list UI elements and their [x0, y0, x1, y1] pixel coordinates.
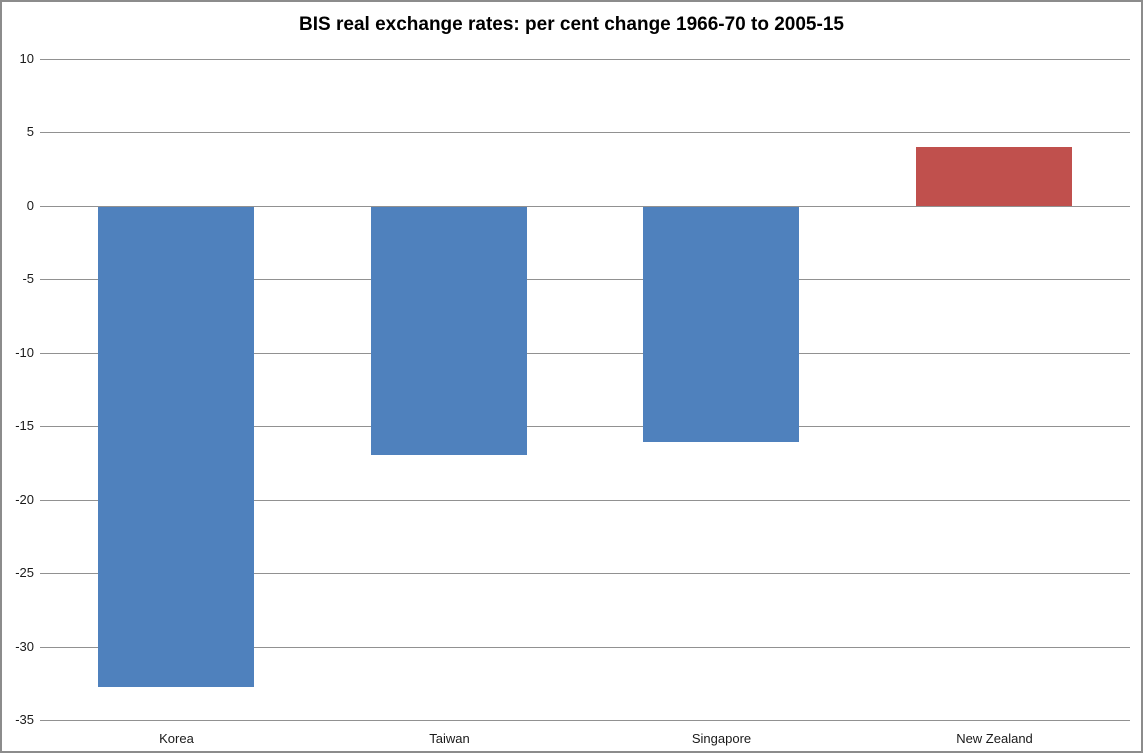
y-tick-label--5: -5 — [22, 271, 34, 286]
y-tick-label-5: 5 — [26, 124, 34, 139]
x-category-label-singapore: Singapore — [691, 731, 752, 746]
gridline--5 — [40, 279, 1130, 280]
gridline--30 — [40, 647, 1130, 648]
gridline--20 — [40, 500, 1130, 501]
y-tick-label--30: -30 — [15, 639, 34, 654]
bar-korea — [98, 207, 254, 687]
y-tick-label--15: -15 — [15, 418, 34, 433]
bar-new-zealand — [916, 147, 1072, 206]
bar-taiwan — [371, 207, 527, 455]
gridline-0 — [40, 206, 1130, 207]
x-category-label-taiwan: Taiwan — [429, 731, 470, 746]
y-tick-label--25: -25 — [15, 565, 34, 580]
y-tick-label--20: -20 — [15, 492, 34, 507]
gridline--15 — [40, 426, 1130, 427]
gridline-10 — [40, 59, 1130, 60]
x-category-label-new-zealand: New Zealand — [956, 731, 1033, 746]
gridline-5 — [40, 132, 1130, 133]
y-tick-label-10: 10 — [19, 51, 34, 66]
y-tick-label--10: -10 — [15, 345, 34, 360]
x-category-label-korea: Korea — [159, 731, 194, 746]
y-tick-label--35: -35 — [15, 712, 34, 727]
gridline--35 — [40, 720, 1130, 721]
y-tick-label-0: 0 — [26, 198, 34, 213]
chart-title: BIS real exchange rates: per cent change… — [299, 14, 844, 35]
gridline--25 — [40, 573, 1130, 574]
gridline--10 — [40, 353, 1130, 354]
bar-singapore — [643, 207, 799, 442]
